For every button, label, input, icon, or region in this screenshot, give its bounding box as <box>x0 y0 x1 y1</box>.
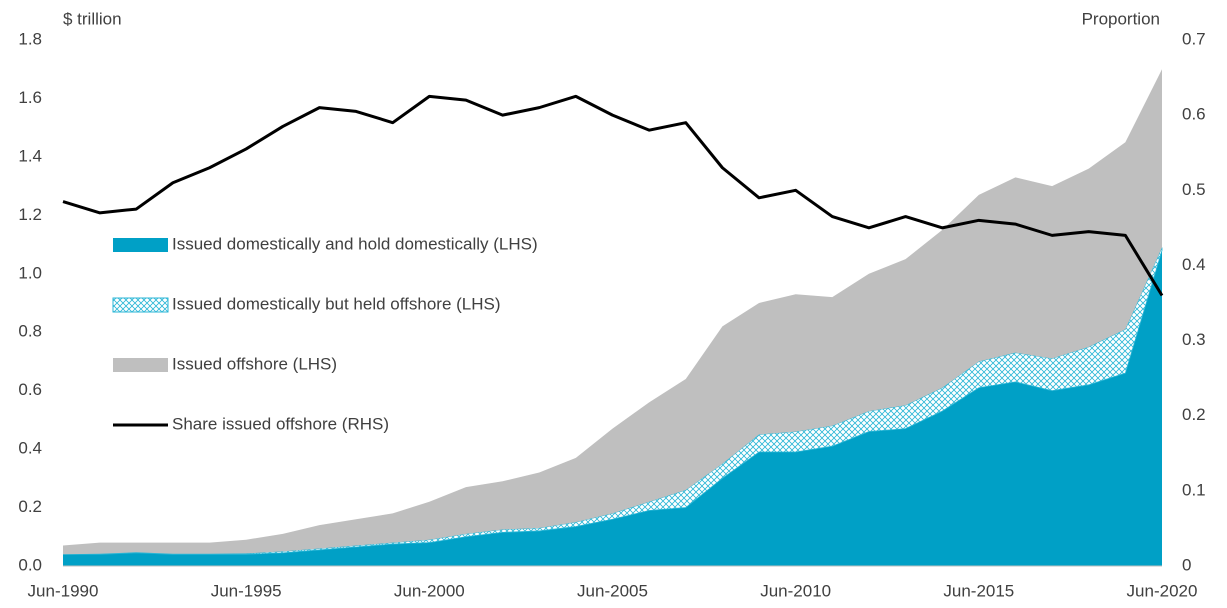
y-tick-label: 1.4 <box>18 146 42 165</box>
y-tick-label: 0.2 <box>18 497 42 516</box>
y-tick-label: 1.0 <box>18 263 42 282</box>
area <box>62 247 1163 555</box>
x-tick-label: Jun-1990 <box>28 581 99 600</box>
y-tick-label: 0.4 <box>18 439 42 458</box>
legend-label: Share issued offshore (RHS) <box>172 414 389 433</box>
x-tick-label: Jun-2010 <box>760 581 831 600</box>
y2-tick-label: 0.5 <box>1182 180 1206 199</box>
y2-tick-label: 0.2 <box>1182 405 1206 424</box>
y-tick-label: 1.6 <box>18 88 42 107</box>
line <box>62 94 1164 297</box>
x-tick-label: Jun-2015 <box>943 581 1014 600</box>
y-tick-label: 1.8 <box>18 29 42 48</box>
x-tick-label: Jun-2000 <box>394 581 465 600</box>
y2-tick-label: 0.3 <box>1182 330 1206 349</box>
y-tick-label: 0.6 <box>18 380 42 399</box>
y2-tick-label: 0.4 <box>1182 255 1206 274</box>
y-tick-label: 1.2 <box>18 205 42 224</box>
legend-swatch <box>113 238 168 252</box>
y-tick-label: 0.0 <box>18 555 42 574</box>
legend-swatch <box>112 297 169 313</box>
y2-tick-label: 0 <box>1182 555 1191 574</box>
x-tick-label: Jun-1995 <box>211 581 282 600</box>
y-tick-label: 0.8 <box>18 322 42 341</box>
legend-label: Issued domestically but held offshore (L… <box>172 294 501 313</box>
y2-tick-label: 0.7 <box>1182 29 1206 48</box>
y2-tick-label: 0.1 <box>1182 480 1206 499</box>
y2-axis-label: Proportion <box>1082 9 1160 28</box>
area <box>63 69 1162 555</box>
legend-label: Issued offshore (LHS) <box>172 354 337 373</box>
area <box>63 250 1162 566</box>
y-axis-label: $ trillion <box>63 9 122 28</box>
legend-swatch <box>113 358 168 372</box>
legend-label: Issued domestically and hold domesticall… <box>172 234 538 253</box>
y2-tick-label: 0.6 <box>1182 105 1206 124</box>
x-tick-label: Jun-2005 <box>577 581 648 600</box>
x-tick-label: Jun-2020 <box>1127 581 1198 600</box>
